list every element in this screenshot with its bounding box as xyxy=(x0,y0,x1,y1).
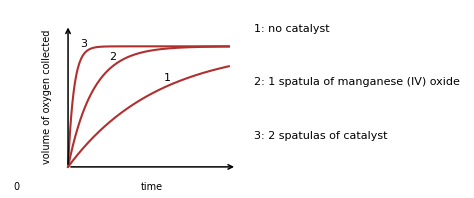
Text: 3: 3 xyxy=(81,39,88,49)
Text: volume of oxygen collected: volume of oxygen collected xyxy=(42,30,52,164)
Text: 1: no catalyst: 1: no catalyst xyxy=(254,24,329,34)
Text: time: time xyxy=(141,182,163,192)
Text: 2: 2 xyxy=(109,52,117,62)
Text: 1: 1 xyxy=(164,73,171,83)
Text: 0: 0 xyxy=(14,182,19,192)
Text: 3: 2 spatulas of catalyst: 3: 2 spatulas of catalyst xyxy=(254,131,387,141)
Text: 2: 1 spatula of manganese (IV) oxide: 2: 1 spatula of manganese (IV) oxide xyxy=(254,77,459,87)
